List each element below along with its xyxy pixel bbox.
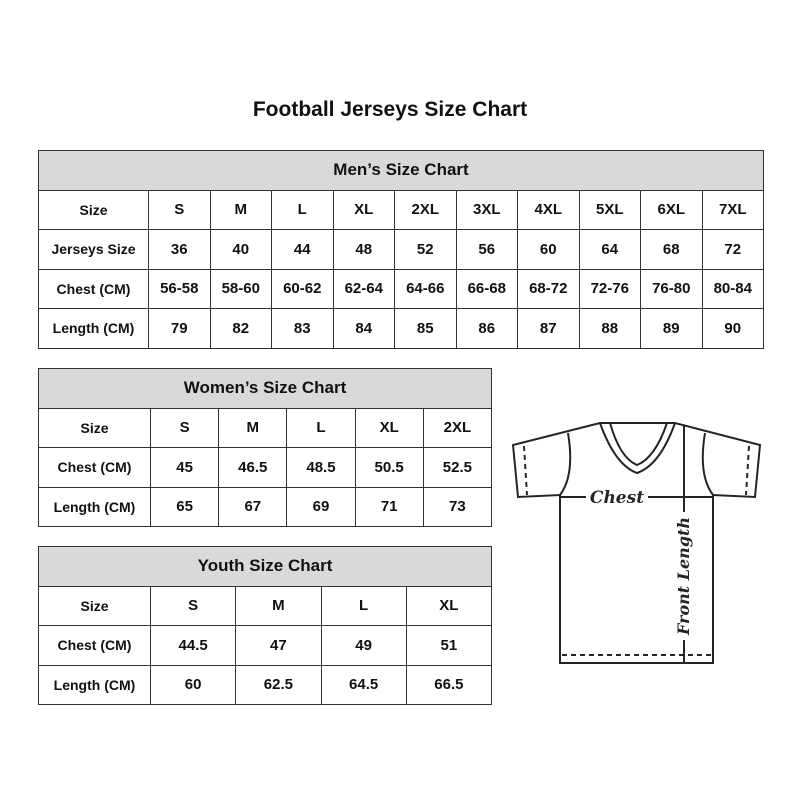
table-cell: L xyxy=(271,189,334,230)
table-cell: 79 xyxy=(148,308,211,349)
table-cell: S xyxy=(149,407,220,448)
page-title: Football Jerseys Size Chart xyxy=(252,98,528,121)
table-row: Length (CM) 60 62.5 64.5 66.5 xyxy=(38,664,493,705)
table-cell: 49 xyxy=(320,625,407,666)
table-cell: 90 xyxy=(701,308,764,349)
table-cell: 66-68 xyxy=(455,268,518,309)
table-cell: XL xyxy=(354,407,424,448)
table-cell: 44.5 xyxy=(149,625,237,666)
table-cell: 50.5 xyxy=(354,447,424,488)
table-row: Size S M L XL 2XL xyxy=(38,407,493,448)
table-cell: 87 xyxy=(517,308,580,349)
table-cell: M xyxy=(235,585,322,626)
table-cell: 6XL xyxy=(640,189,703,230)
table-cell: 36 xyxy=(148,229,211,270)
table-cell: 52.5 xyxy=(422,447,493,488)
table-cell: 68 xyxy=(640,229,703,270)
table-cell: 51 xyxy=(405,625,493,666)
table-cell: 67 xyxy=(218,486,288,527)
table-cell: 76-80 xyxy=(640,268,703,309)
table-cell: 66.5 xyxy=(405,664,493,705)
table-cell: L xyxy=(286,407,356,448)
front-length-label: Front Length xyxy=(674,517,693,636)
table-cell: 65 xyxy=(149,486,220,527)
row-label: Chest (CM) xyxy=(38,625,151,666)
table-cell: L xyxy=(320,585,407,626)
youth-size-table: Youth Size Chart Size S M L XL Chest (CM) 44.5 4… xyxy=(38,546,493,705)
jersey-outline xyxy=(511,422,762,664)
table-cell: 2XL xyxy=(422,407,493,448)
table-cell: XL xyxy=(405,585,493,626)
table-cell: 40 xyxy=(209,229,272,270)
table-cell: 48.5 xyxy=(286,447,356,488)
table-cell: 7XL xyxy=(701,189,764,230)
table-heading-row: Women’s Size Chart xyxy=(38,368,492,409)
table-cell: 84 xyxy=(332,308,395,349)
table-cell: 56-58 xyxy=(148,268,211,309)
table-cell: 62-64 xyxy=(332,268,395,309)
table-row: Size S M L XL 2XL 3XL 4XL 5XL 6XL 7XL xyxy=(38,189,764,230)
table-cell: 62.5 xyxy=(235,664,322,705)
table-cell: 72-76 xyxy=(578,268,641,309)
table-cell: 47 xyxy=(235,625,322,666)
table-row: Chest (CM) 45 46.5 48.5 50.5 52.5 xyxy=(38,447,493,488)
table-cell: 86 xyxy=(455,308,518,349)
table-cell: 64.5 xyxy=(320,664,407,705)
row-label: Size xyxy=(38,189,149,230)
stitch-lines xyxy=(523,445,750,656)
jersey-collar xyxy=(599,422,676,475)
table-cell: XL xyxy=(332,189,395,230)
table-heading-row: Youth Size Chart xyxy=(38,546,492,587)
row-label: Jerseys Size xyxy=(38,229,149,270)
row-label: Length (CM) xyxy=(38,486,151,527)
table-row: Size S M L XL xyxy=(38,585,493,626)
row-label: Size xyxy=(38,585,151,626)
mens-size-table: Men’s Size Chart Size S M L XL 2XL 3XL 4XL 5XL 6XL… xyxy=(38,150,764,349)
table-row: Jerseys Size 36 40 44 48 52 56 60 64 68 72 xyxy=(38,229,764,270)
table-row: Length (CM) 79 82 83 84 85 86 87 88 89 90 xyxy=(38,308,764,349)
row-label: Chest (CM) xyxy=(38,447,151,488)
armhole-seams xyxy=(559,432,714,496)
table-cell: M xyxy=(218,407,288,448)
table-heading: Men’s Size Chart xyxy=(38,150,764,191)
table-cell: 45 xyxy=(149,447,220,488)
table-row: Length (CM) 65 67 69 71 73 xyxy=(38,486,493,527)
table-cell: 60 xyxy=(149,664,237,705)
table-cell: 69 xyxy=(286,486,356,527)
table-cell: 82 xyxy=(209,308,272,349)
row-label: Size xyxy=(38,407,151,448)
table-cell: 85 xyxy=(394,308,457,349)
table-cell: 80-84 xyxy=(701,268,764,309)
table-cell: 44 xyxy=(271,229,334,270)
table-cell: 60 xyxy=(517,229,580,270)
table-cell: 71 xyxy=(354,486,424,527)
table-cell: 68-72 xyxy=(517,268,580,309)
table-heading: Women’s Size Chart xyxy=(38,368,492,409)
table-cell: 60-62 xyxy=(271,268,334,309)
measure-lines xyxy=(560,425,713,663)
table-cell: 48 xyxy=(332,229,395,270)
table-heading: Youth Size Chart xyxy=(38,546,492,587)
table-row: Chest (CM) 44.5 47 49 51 xyxy=(38,625,493,666)
table-cell: S xyxy=(149,585,237,626)
table-heading-row: Men’s Size Chart xyxy=(38,150,764,191)
row-label: Length (CM) xyxy=(38,308,149,349)
womens-size-table: Women’s Size Chart Size S M L XL 2XL Chest (CM)… xyxy=(38,368,493,527)
table-cell: 73 xyxy=(422,486,493,527)
table-cell: 88 xyxy=(578,308,641,349)
table-cell: 5XL xyxy=(578,189,641,230)
chest-label: Chest xyxy=(590,488,644,508)
